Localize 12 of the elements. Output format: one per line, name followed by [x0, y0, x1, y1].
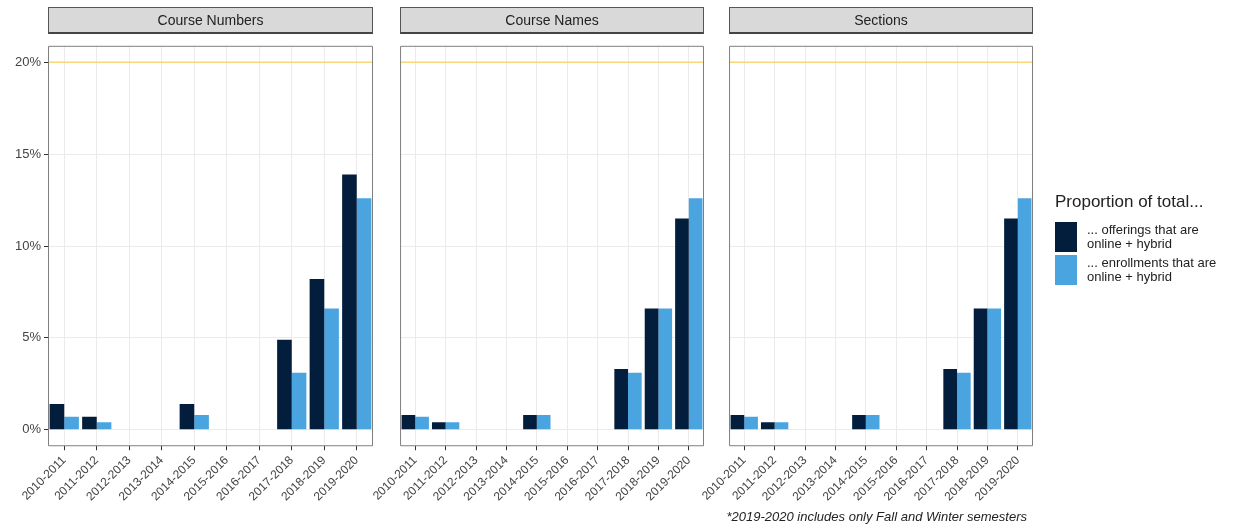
chart-title: Course Numbers: [48, 7, 373, 34]
legend-label: ... enrollments that are online + hybrid: [1087, 254, 1218, 284]
chart-title: Course Names: [400, 7, 704, 34]
text: *2019-2020 includes only Fall and Winter semesters: [726, 509, 1027, 524]
chart-title: Sections: [729, 7, 1033, 34]
y-tick-label: 20%: [14, 53, 42, 69]
legend-label: ... offerings that are online + hybrid: [1087, 221, 1200, 251]
y-tick-label: 10%: [14, 237, 42, 253]
y-tick-label: 5%: [22, 329, 42, 345]
y-tick-label: 0%: [22, 421, 42, 437]
legend-title: Proportion of total...: [1055, 192, 1205, 212]
y-tick-label: 15%: [14, 145, 42, 161]
